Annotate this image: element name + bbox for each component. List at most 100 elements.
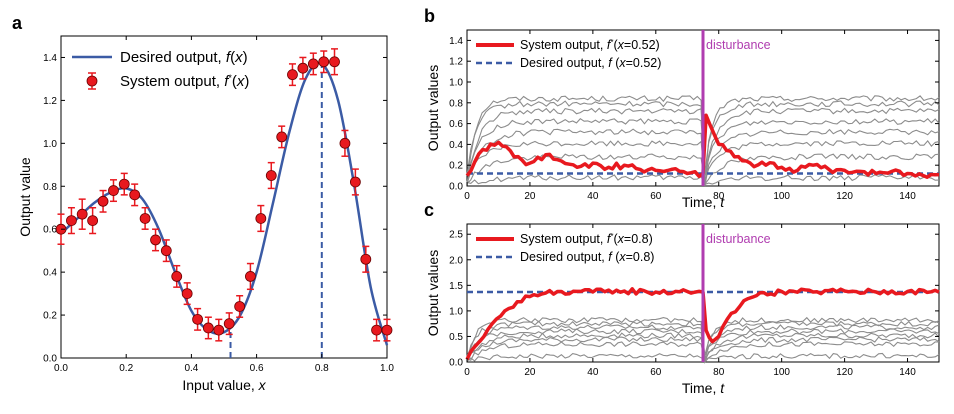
panel-a: 0.0 0.2 0.4 0.6 0.8 1.0 0.0 0.2 0.4 0.6 0.8 1.0 1.2 1… — [17, 35, 394, 393]
panel-a-system-point — [318, 56, 330, 68]
panel-c-xtick-label: 40 — [587, 367, 599, 378]
panel-c-legend-system-open: ( — [613, 232, 618, 246]
panel-c-legend-system-var: f — [607, 232, 612, 246]
panel-c-legend: System output, f*(x=0.8) Desired output,… — [476, 232, 655, 264]
panel-b-legend-desired-label: Desired output, f (x=0.52) — [520, 56, 661, 70]
panel-b-xlabel-var: t — [720, 194, 725, 210]
panel-c-ytick-label: 0.0 — [449, 358, 463, 369]
panel-b-ytick-label: 1.4 — [449, 36, 463, 47]
panel-c-xtick-label: 140 — [899, 367, 916, 378]
legend-system-label: System output, f*(x) — [120, 73, 249, 90]
panel-c-legend-desired-end: =0.8) — [626, 250, 655, 264]
panel-a-system-point — [339, 137, 351, 149]
panel-c-legend-system-x: x — [617, 232, 625, 246]
panel-a-xtick-label: 0.2 — [119, 363, 133, 374]
panel-a-system-point — [307, 58, 319, 70]
panel-a-system-point — [202, 322, 214, 334]
panel-b-ytick-label: 0.2 — [449, 161, 463, 172]
panel-c-ytick-label: 1.5 — [449, 281, 463, 292]
panel-c-legend-desired-open: ( — [612, 250, 620, 264]
panel-b-legend-system-main: System output, — [520, 38, 607, 52]
panel-a-ytick-label: 0.2 — [43, 311, 57, 322]
panel-a-system-point — [329, 56, 340, 68]
panel-a-ytick-label: 1.0 — [43, 139, 57, 150]
panel-b-legend: System output, f*(x=0.52) Desired output… — [476, 38, 661, 70]
panel-b-xtick-label: 60 — [650, 191, 662, 202]
panel-b-legend-system-end: =0.52) — [624, 38, 660, 52]
panel-c-xlabel-var: t — [720, 380, 725, 396]
panel-a-system-point — [265, 170, 277, 181]
legend-desired-label-x: x — [234, 49, 243, 66]
panel-b-ticks: 0 20 40 60 80 100 120 140 0.0 0.2 0.4 0.6 0.8 1.0 1.2 1… — [449, 30, 939, 202]
panel-a-system-point — [97, 195, 109, 207]
legend-system-label-main: System output, — [120, 73, 224, 90]
panel-letter-c: c — [424, 200, 434, 220]
panel-a-desired-curve — [60, 61, 389, 346]
panel-a-xtick-label: 0.6 — [250, 363, 264, 374]
legend-system-label-x: x — [236, 73, 245, 90]
panel-b-xtick-label: 100 — [773, 191, 790, 202]
panel-b-xtick-label: 120 — [836, 191, 853, 202]
panel-a-system-point — [255, 213, 267, 224]
panel-b-xtick-label: 140 — [899, 191, 916, 202]
panel-a-system-point — [381, 324, 393, 336]
panel-b: 0 20 40 60 80 100 120 140 0.0 0.2 0.4 0.6 0.8 1.0 1.2 1… — [425, 29, 940, 210]
panel-c-legend-system-star: * — [610, 232, 613, 241]
panel-a-system-point — [297, 62, 309, 74]
panel-a-system-point — [160, 245, 172, 257]
panel-b-ytick-label: 1.2 — [449, 57, 463, 68]
panel-a-frame — [60, 35, 388, 359]
panel-b-xtick-label: 80 — [713, 191, 725, 202]
legend-system-label-end: ) — [244, 73, 249, 90]
panel-b-legend-desired-end: =0.52) — [626, 56, 662, 70]
panel-a-system-point — [223, 318, 235, 330]
panel-b-ytick-label: 0.6 — [449, 119, 463, 130]
panel-a-xtick-label: 0.8 — [315, 363, 329, 374]
panel-letter-b: b — [424, 6, 435, 26]
panel-b-ylabel: Output values — [425, 65, 441, 151]
panel-c: 0 20 40 60 80 100 120 140 0.0 0.5 1.0 1.5 2.0 2.5 Tim… — [425, 223, 940, 396]
panel-c-ytick-label: 2.5 — [449, 230, 463, 241]
panel-c-xlabel: Time, t — [682, 380, 725, 396]
panel-c-ytick-label: 2.0 — [449, 255, 463, 266]
legend-desired-label-main: Desired output, — [120, 49, 226, 66]
panel-a-system-point — [66, 215, 77, 227]
panel-b-ytick-label: 0.8 — [449, 98, 463, 109]
panel-b-legend-system-var: f — [607, 38, 612, 52]
panel-b-xtick-label: 20 — [524, 191, 536, 202]
panel-a-system-point — [87, 215, 99, 227]
panel-a-system-point — [76, 208, 88, 220]
panel-c-legend-desired-main: Desired output, — [520, 250, 608, 264]
panel-a-plot-area — [55, 48, 393, 358]
panel-a-system-point — [129, 189, 141, 201]
legend-system-label-star: * — [228, 73, 232, 83]
panel-b-disturbance-label: disturbance — [706, 38, 771, 52]
panel-a-system-point — [192, 313, 203, 325]
panel-c-legend-system-label: System output, f*(x=0.8) — [520, 232, 653, 247]
panel-b-ytick-label: 0.4 — [449, 140, 463, 151]
panel-a-xlabel-var: x — [258, 377, 267, 393]
panel-b-legend-system-open: ( — [613, 38, 618, 52]
panel-a-system-point — [171, 271, 183, 282]
panel-a-system-point — [287, 69, 298, 81]
panel-c-xtick-label: 100 — [773, 367, 790, 378]
legend-desired-label-end: ) — [243, 49, 248, 66]
panel-a-system-point — [371, 324, 382, 336]
panel-c-plot-area — [465, 224, 940, 365]
panel-c-ytick-label: 1.0 — [449, 306, 463, 317]
panel-a-system-point — [234, 301, 246, 312]
panel-c-ytick-label: 0.5 — [449, 332, 463, 343]
panel-b-legend-system-label: System output, f*(x=0.52) — [520, 38, 660, 53]
panel-a-xlabel-main: Input value, — [182, 377, 258, 393]
panel-a-system-point — [181, 288, 193, 300]
panel-c-legend-desired-var: f — [608, 250, 613, 264]
panel-a-xtick-label: 0.0 — [54, 363, 68, 374]
panel-c-ticks: 0 20 40 60 80 100 120 140 0.0 0.5 1.0 1.5 2.0 2.5 — [449, 224, 939, 378]
panel-a-system-point — [349, 176, 361, 188]
panel-a-system-point — [276, 131, 288, 143]
panel-c-legend-system-end: =0.8) — [624, 232, 653, 246]
panel-a-ytick-label: 1.4 — [43, 53, 57, 64]
panel-b-legend-system-star: * — [610, 38, 613, 47]
panel-c-legend-desired-x: x — [618, 250, 626, 264]
